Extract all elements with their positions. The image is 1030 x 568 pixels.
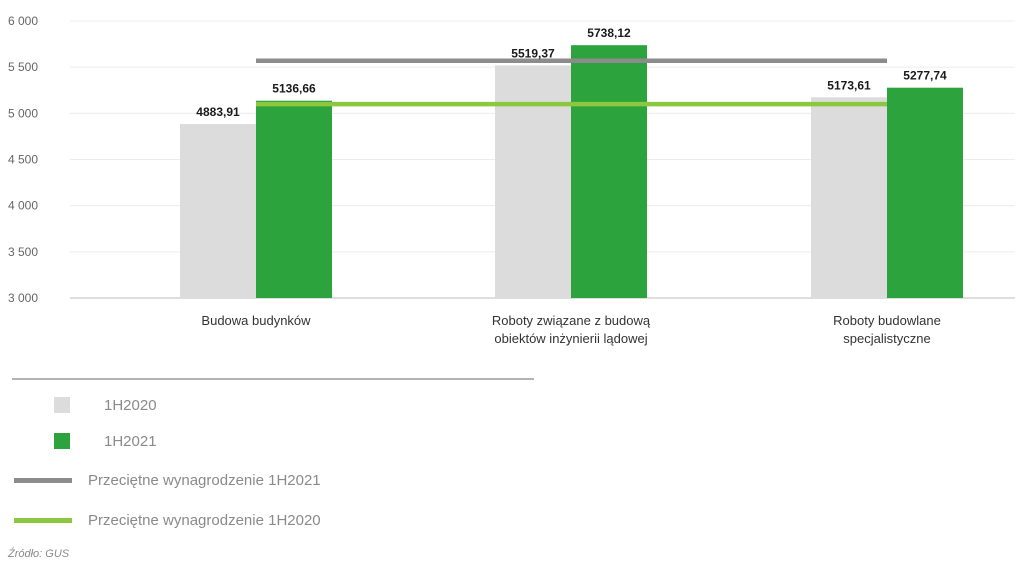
value-labels: 4883,91 5519,37 5173,61 5136,66 5738,12 5277,… <box>196 26 947 119</box>
x-tick-label: Budowa budynków <box>201 313 311 328</box>
data-label: 5277,74 <box>903 69 947 83</box>
legend-label: 1H2020 <box>104 396 157 414</box>
y-axis: 3 000 3 500 4 000 4 500 5 000 5 500 6 000 <box>8 14 38 305</box>
bar-chart: 3 000 3 500 4 000 4 500 5 000 5 500 6 000 4883… <box>8 14 1015 346</box>
x-tick-label-line: Roboty budowlane <box>833 313 941 328</box>
source-note: Źródło: GUS <box>8 548 70 560</box>
data-label: 5173,61 <box>827 78 871 92</box>
reference-lines <box>256 58 887 107</box>
legend-item-avg-2020: Przeciętne wynagrodzenie 1H2020 <box>14 509 321 531</box>
x-axis: Budowa budynków Roboty związane z budową o… <box>201 313 940 346</box>
x-tick-label: Roboty budowlane specjalistyczne <box>833 313 941 346</box>
x-tick-label-line: Roboty związane z budową <box>492 313 651 328</box>
data-label: 5738,12 <box>587 26 631 40</box>
y-tick-label: 4 500 <box>8 153 38 167</box>
legend-label: Przeciętne wynagrodzenie 1H2020 <box>88 511 321 529</box>
data-label: 5519,37 <box>511 46 555 60</box>
data-label: 5136,66 <box>272 82 316 96</box>
data-label: 4883,91 <box>196 105 240 119</box>
bar <box>887 87 963 298</box>
legend-label: 1H2021 <box>104 432 157 450</box>
legend-swatch <box>14 517 72 523</box>
legend-swatch <box>54 397 70 413</box>
bar <box>256 100 332 298</box>
bar <box>811 97 887 298</box>
y-tick-label: 3 000 <box>8 291 38 305</box>
y-tick-label: 5 000 <box>8 106 38 120</box>
x-tick-label-line: obiektów inżynierii lądowej <box>494 331 647 346</box>
bar <box>571 45 647 298</box>
legend-item-avg-2021: Przeciętne wynagrodzenie 1H2021 <box>14 469 321 491</box>
y-tick-label: 6 000 <box>8 14 38 28</box>
legend-item-1h2020: 1H2020 <box>14 394 157 416</box>
bar <box>495 65 571 298</box>
legend-label: Przeciętne wynagrodzenie 1H2021 <box>88 471 321 489</box>
y-tick-label: 5 500 <box>8 60 38 74</box>
x-tick-label: Roboty związane z budową obiektów inżynie… <box>492 313 651 346</box>
legend-swatch <box>54 433 70 449</box>
legend-divider <box>12 378 534 380</box>
x-tick-label-line: Budowa budynków <box>201 313 311 328</box>
bar <box>180 124 256 298</box>
y-tick-label: 3 500 <box>8 245 38 259</box>
x-tick-label-line: specjalistyczne <box>843 331 930 346</box>
legend-swatch <box>14 477 72 483</box>
y-tick-label: 4 000 <box>8 199 38 213</box>
legend-item-1h2021: 1H2021 <box>14 430 157 452</box>
